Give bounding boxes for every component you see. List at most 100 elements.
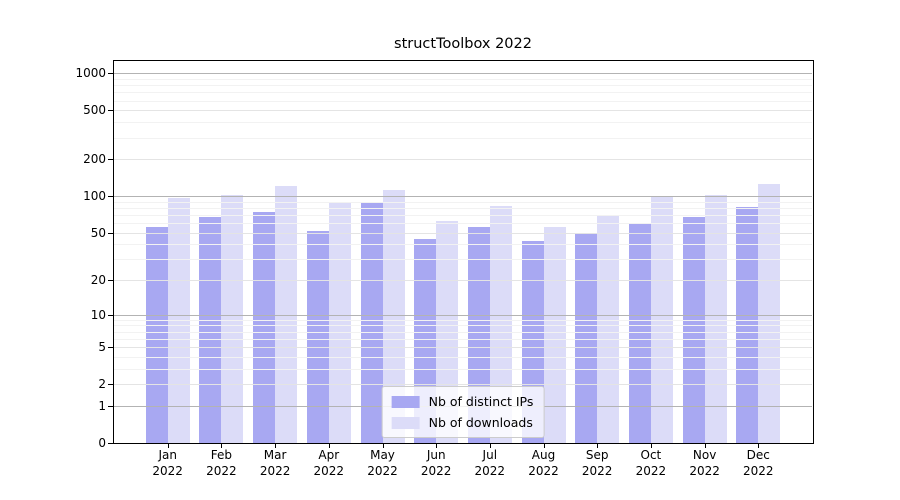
bar-distinct-ips-dec bbox=[736, 207, 759, 443]
gridline-minor-40 bbox=[114, 244, 812, 246]
bar-downloads-apr bbox=[328, 202, 351, 443]
chart-title: structToolbox 2022 bbox=[394, 36, 532, 52]
x-tick-label-jan: Jan 2022 bbox=[152, 448, 183, 478]
gridline-minor-800 bbox=[114, 85, 812, 87]
gridline-minor-4 bbox=[114, 356, 812, 358]
gridline-minor-400 bbox=[114, 122, 812, 124]
x-tick-label-oct: Oct 2022 bbox=[635, 448, 667, 478]
x-tick-label-feb: Feb 2022 bbox=[206, 448, 237, 478]
legend-swatch-distinct-ips bbox=[391, 395, 420, 408]
gridline-2 bbox=[114, 384, 812, 386]
legend-label-distinct-ips: Nb of distinct IPs bbox=[428, 394, 534, 409]
y-tick-5 bbox=[108, 347, 113, 349]
gridline-minor-600 bbox=[114, 100, 812, 102]
x-tick-label-apr: Apr 2022 bbox=[313, 448, 345, 478]
x-tick-label-sep: Sep 2022 bbox=[581, 448, 613, 478]
y-tick-label-5: 5 bbox=[98, 340, 106, 355]
x-tick-label-jul: Jul 2022 bbox=[474, 448, 506, 478]
bar-downloads-oct bbox=[650, 196, 673, 443]
y-tick-label-2: 2 bbox=[98, 377, 106, 392]
legend-item-downloads: Nb of downloads bbox=[391, 412, 534, 433]
gridline-minor-3 bbox=[114, 368, 812, 370]
legend-label-downloads: Nb of downloads bbox=[428, 415, 533, 430]
x-tick-dec bbox=[758, 444, 760, 448]
x-tick-feb bbox=[221, 444, 223, 448]
bar-distinct-ips-mar bbox=[253, 212, 276, 443]
gridline-500 bbox=[114, 110, 812, 112]
gridline-minor-30 bbox=[114, 259, 812, 261]
gridline-50 bbox=[114, 232, 812, 234]
gridline-minor-60 bbox=[114, 223, 812, 225]
y-tick-20 bbox=[108, 280, 113, 282]
y-tick-200 bbox=[108, 159, 113, 161]
x-tick-jan bbox=[167, 444, 169, 448]
gridline-minor-9 bbox=[114, 319, 812, 321]
gridline-minor-7 bbox=[114, 331, 812, 333]
y-tick-50 bbox=[108, 232, 113, 234]
gridline-10 bbox=[114, 314, 812, 316]
gridline-minor-700 bbox=[114, 92, 812, 94]
gridline-minor-80 bbox=[114, 207, 812, 209]
x-tick-label-nov: Nov 2022 bbox=[689, 448, 720, 478]
bar-downloads-feb bbox=[221, 194, 244, 443]
x-tick-label-mar: Mar 2022 bbox=[259, 448, 291, 478]
x-tick-label-jun: Jun 2022 bbox=[420, 448, 452, 478]
x-tick-may bbox=[382, 444, 384, 448]
bar-downloads-jul bbox=[489, 205, 512, 443]
plot-frame bbox=[113, 60, 814, 444]
y-tick-label-0: 0 bbox=[98, 436, 106, 450]
gridline-200 bbox=[114, 159, 812, 161]
y-tick-label-200: 200 bbox=[83, 152, 106, 167]
gridline-minor-90 bbox=[114, 201, 812, 203]
x-tick-sep bbox=[597, 444, 599, 448]
gridline-1000 bbox=[114, 73, 812, 75]
y-tick-label-500: 500 bbox=[83, 103, 106, 118]
legend: Nb of distinct IPs Nb of downloads bbox=[381, 386, 545, 438]
x-tick-oct bbox=[650, 444, 652, 448]
x-tick-label-aug: Aug 2022 bbox=[528, 448, 559, 478]
bar-distinct-ips-may bbox=[360, 201, 383, 443]
x-tick-nov bbox=[704, 444, 706, 448]
x-tick-label-may: May 2022 bbox=[367, 448, 398, 478]
y-tick-1 bbox=[108, 405, 113, 407]
bar-distinct-ips-nov bbox=[682, 217, 705, 443]
gridline-minor-8 bbox=[114, 325, 812, 327]
y-tick-1000 bbox=[108, 73, 113, 75]
y-tick-2 bbox=[108, 384, 113, 386]
gridline-100 bbox=[114, 196, 812, 198]
y-tick-10 bbox=[108, 314, 113, 316]
y-tick-100 bbox=[108, 196, 113, 198]
x-tick-apr bbox=[328, 444, 330, 448]
legend-item-distinct-ips: Nb of distinct IPs bbox=[391, 391, 534, 412]
bar-downloads-dec bbox=[758, 183, 781, 443]
y-tick-label-20: 20 bbox=[90, 273, 106, 288]
plot-area: Nb of distinct IPs Nb of downloads bbox=[114, 61, 812, 443]
y-tick-label-1: 1 bbox=[98, 398, 106, 413]
y-tick-label-1000: 1000 bbox=[75, 66, 106, 81]
bar-downloads-mar bbox=[275, 185, 298, 443]
x-tick-mar bbox=[275, 444, 277, 448]
bar-distinct-ips-apr bbox=[306, 230, 329, 443]
gridline-minor-6 bbox=[114, 338, 812, 340]
bar-downloads-nov bbox=[704, 195, 727, 443]
gridline-minor-900 bbox=[114, 79, 812, 80]
x-tick-jun bbox=[436, 444, 438, 448]
bar-downloads-may bbox=[382, 189, 405, 443]
x-tick-label-dec: Dec 2022 bbox=[743, 448, 774, 478]
y-tick-label-100: 100 bbox=[83, 189, 106, 204]
y-tick-label-50: 50 bbox=[90, 225, 106, 240]
y-tick-0 bbox=[108, 443, 113, 444]
bar-downloads-sep bbox=[597, 215, 620, 443]
gridline-5 bbox=[114, 347, 812, 349]
y-tick-500 bbox=[108, 110, 113, 112]
gridline-minor-300 bbox=[114, 137, 812, 139]
y-tick-label-10: 10 bbox=[90, 307, 106, 322]
legend-swatch-downloads bbox=[391, 416, 420, 429]
gridline-minor-70 bbox=[114, 214, 812, 216]
bar-distinct-ips-sep bbox=[575, 232, 598, 443]
x-tick-jul bbox=[489, 444, 491, 448]
bar-distinct-ips-oct bbox=[628, 223, 651, 443]
x-tick-aug bbox=[543, 444, 545, 448]
gridline-20 bbox=[114, 280, 812, 282]
